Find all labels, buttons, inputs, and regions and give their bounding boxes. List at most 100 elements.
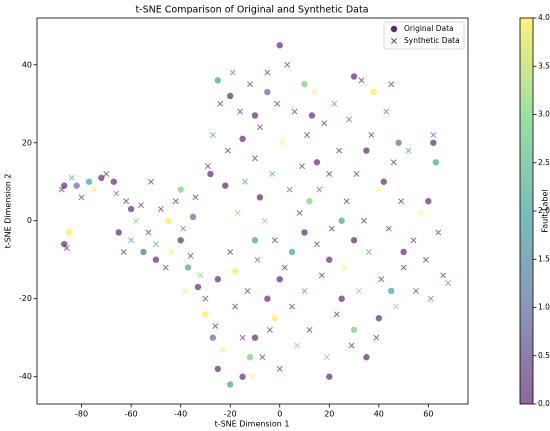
y-tick-label: -40 [19, 372, 32, 381]
x-marker [254, 256, 261, 263]
x-marker [333, 311, 340, 318]
x-stroke [63, 245, 70, 251]
point [400, 248, 407, 256]
x-marker [393, 303, 400, 310]
x-marker [259, 354, 266, 361]
point [73, 182, 80, 189]
x-marker [365, 248, 372, 255]
x-marker [385, 225, 392, 232]
colorbar-tick-label: 1.0 [538, 303, 550, 312]
x-stroke [162, 264, 169, 271]
point [363, 354, 370, 361]
colorbar-tick-label: 2.5 [538, 158, 550, 167]
x-stroke [323, 354, 330, 361]
x-marker [167, 248, 174, 255]
point [98, 174, 105, 182]
point [214, 77, 222, 84]
y-tick-label: -20 [19, 294, 32, 303]
x-marker [145, 229, 152, 236]
x-stroke [212, 323, 219, 329]
point [251, 112, 259, 119]
x-stroke [361, 217, 367, 224]
point [288, 248, 296, 256]
x-marker [224, 147, 231, 154]
x-marker [316, 186, 323, 193]
legend-marker [390, 25, 398, 33]
x-stroke [358, 77, 365, 84]
x-stroke [91, 186, 97, 193]
x-stroke [294, 342, 301, 349]
x-stroke [239, 334, 246, 341]
point [177, 186, 184, 193]
y-tick-label: 40 [22, 60, 32, 69]
x-marker [252, 155, 258, 162]
x-stroke [244, 287, 251, 294]
point [313, 159, 321, 166]
x-marker [209, 132, 216, 138]
point [202, 311, 209, 318]
x-marker [336, 147, 343, 154]
x-stroke [304, 132, 310, 138]
point [432, 159, 439, 166]
colorbar-tick-label: 3.0 [538, 110, 550, 119]
x-stroke [331, 100, 338, 107]
x-stroke [187, 252, 194, 259]
x-marker [244, 287, 251, 294]
point [214, 365, 222, 373]
x-marker [400, 264, 407, 271]
x-stroke [234, 209, 241, 216]
x-marker [368, 132, 375, 138]
x-stroke [232, 303, 239, 310]
x-marker [348, 342, 355, 349]
x-stroke [346, 116, 353, 123]
x-stroke [286, 186, 293, 193]
x-marker [261, 217, 268, 224]
x-stroke [249, 373, 256, 380]
x-marker [147, 178, 154, 185]
x-stroke [291, 108, 298, 115]
colorbar-tick-label: 0.0 [538, 399, 550, 408]
x-stroke [373, 334, 380, 341]
x-stroke [413, 287, 419, 294]
y-axis-label: t-SNE Dimension 2 [4, 174, 13, 249]
x-stroke [256, 124, 263, 131]
x-stroke [192, 194, 199, 201]
point [370, 88, 378, 96]
x-marker [430, 132, 437, 138]
point [388, 287, 395, 295]
x-stroke [145, 229, 152, 236]
x-stroke [204, 163, 211, 170]
x-marker [405, 147, 412, 154]
x-marker [398, 198, 405, 205]
y-tick-label: 0 [27, 216, 32, 225]
x-marker [133, 217, 140, 224]
x-marker [318, 272, 325, 279]
x-marker [63, 245, 70, 251]
x-marker [274, 100, 281, 107]
x-stroke [147, 178, 154, 185]
x-stroke [242, 178, 249, 185]
x-marker [172, 198, 179, 205]
x-stroke [313, 241, 320, 248]
x-marker [304, 132, 310, 138]
x-stroke [281, 264, 288, 271]
x-stroke [341, 264, 348, 271]
x-tick-label: -20 [224, 410, 237, 419]
x-marker [373, 334, 380, 341]
x-stroke [157, 206, 164, 213]
x-stroke [328, 225, 335, 232]
x-marker [279, 139, 286, 146]
point [301, 229, 308, 236]
x-stroke [410, 237, 417, 244]
x-stroke [120, 248, 127, 255]
colorbar-tick-label: 1.5 [538, 254, 550, 263]
point [425, 198, 432, 205]
x-marker [180, 225, 187, 232]
x-marker [187, 252, 194, 259]
x-marker [301, 287, 308, 294]
point [350, 73, 358, 80]
x-stroke [400, 264, 407, 271]
x-marker [328, 225, 335, 232]
x-marker [343, 198, 350, 205]
point [395, 139, 402, 146]
